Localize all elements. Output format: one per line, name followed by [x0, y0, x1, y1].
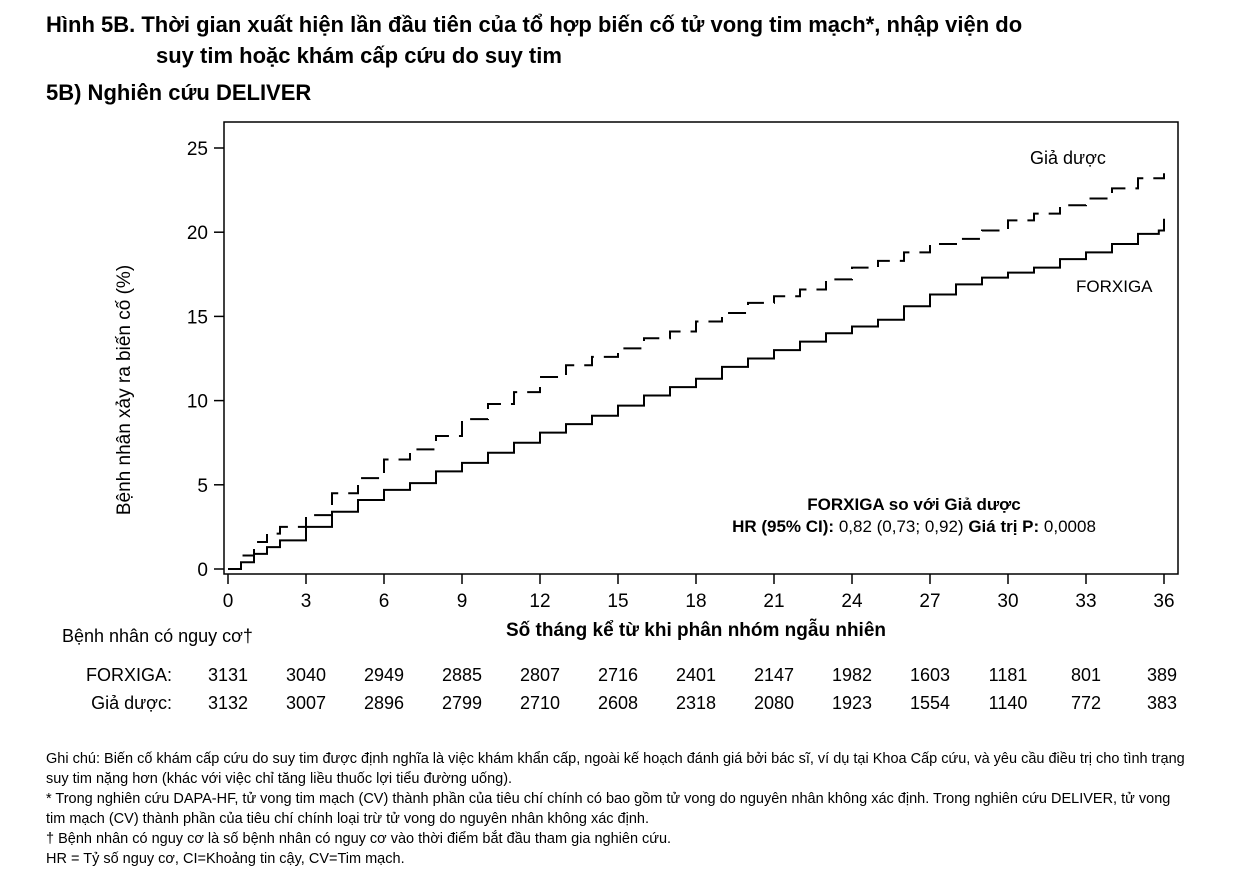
hr-annotation-line: HR (95% CI): 0,82 (0,73; 0,92) Giá trị P… — [732, 517, 1096, 536]
x-axis: 0 3 6 9 12 15 18 21 24 27 30 33 36 — [223, 574, 1175, 612]
footnote-1: Ghi chú: Biến cố khám cấp cứu do suy tim… — [46, 751, 1185, 787]
risk-cell: 801 — [1070, 665, 1102, 685]
y-tick-label-15: 15 — [187, 307, 208, 328]
y-tick-label-5: 5 — [197, 476, 208, 497]
hr-annotation-title: FORXIGA so với Giả dược — [807, 495, 1020, 514]
figure-subtitle: 5B) Nghiên cứu DELIVER — [46, 80, 312, 105]
legend-label-forxiga: FORXIGA — [1076, 277, 1153, 296]
footnote-3: † Bệnh nhân có nguy cơ là số bệnh nhân c… — [46, 831, 672, 847]
y-tick-label-10: 10 — [187, 392, 208, 413]
x-tick-label-33: 33 — [1075, 591, 1096, 612]
figure-title-line2: suy tim hoặc khám cấp cứu do suy tim — [156, 43, 562, 68]
x-tick-label-36: 36 — [1153, 591, 1174, 612]
risk-cell: 2608 — [597, 693, 639, 713]
x-tick-label-24: 24 — [841, 591, 863, 612]
p-value: 0,0008 — [1044, 517, 1096, 536]
risk-cell: 2710 — [519, 693, 561, 713]
y-tick-label-0: 0 — [197, 560, 208, 581]
risk-cell: 2147 — [753, 665, 795, 685]
series-line-forxiga — [228, 218, 1165, 570]
x-tick-label-30: 30 — [997, 591, 1018, 612]
risk-cell: 2716 — [597, 665, 639, 685]
risk-cell: 1982 — [831, 665, 873, 685]
risk-cell: 2318 — [675, 693, 717, 713]
p-label: Giá trị P: — [968, 517, 1039, 536]
x-axis-label: Số tháng kể từ khi phân nhóm ngẫu nhiên — [506, 619, 886, 641]
risk-row-label-placebo: Giả dược: — [91, 693, 172, 713]
risk-cell: 2080 — [753, 693, 795, 713]
series-line-placebo — [228, 173, 1165, 570]
hr-value: 0,82 (0,73; 0,92) — [839, 517, 964, 536]
y-tick-label-20: 20 — [187, 223, 208, 244]
legend-label-placebo: Giả dược — [1030, 148, 1106, 168]
risk-table-header: Bệnh nhân có nguy cơ† — [62, 626, 253, 646]
x-tick-label-12: 12 — [529, 591, 550, 612]
risk-cell: 2896 — [363, 693, 405, 713]
figure-title-line1: Hình 5B. Thời gian xuất hiện lần đầu tiê… — [46, 12, 1023, 37]
x-tick-label-3: 3 — [301, 591, 312, 612]
risk-cell: 3131 — [207, 665, 249, 685]
x-tick-label-27: 27 — [919, 591, 940, 612]
x-tick-label-9: 9 — [457, 591, 468, 612]
risk-cell: 3132 — [207, 693, 249, 713]
risk-cell: 389 — [1146, 665, 1178, 685]
risk-cell: 2885 — [441, 665, 483, 685]
risk-cell: 2401 — [675, 665, 717, 685]
footnote-4: HR = Tỷ số nguy cơ, CI=Khoảng tin cậy, C… — [46, 851, 405, 867]
risk-cell: 1923 — [831, 693, 873, 713]
footnote-2: * Trong nghiên cứu DAPA-HF, tử vong tim … — [46, 791, 1171, 827]
risk-cell: 2799 — [441, 693, 483, 713]
risk-row-label-forxiga: FORXIGA: — [85, 665, 172, 685]
footnotes: Ghi chú: Biến cố khám cấp cứu do suy tim… — [46, 749, 1186, 869]
risk-cell: 1140 — [988, 693, 1028, 713]
risk-cell: 2949 — [363, 665, 405, 685]
hr-label: HR (95% CI): — [732, 517, 834, 536]
x-tick-label-18: 18 — [685, 591, 706, 612]
plot-frame — [223, 121, 1179, 575]
y-tick-label-25: 25 — [187, 139, 208, 160]
risk-cell: 383 — [1146, 693, 1178, 713]
risk-cell: 3007 — [285, 693, 327, 713]
risk-cell: 772 — [1070, 693, 1102, 713]
x-tick-label-6: 6 — [379, 591, 390, 612]
x-tick-label-15: 15 — [607, 591, 628, 612]
risk-cell: 3040 — [285, 665, 327, 685]
risk-cell: 1181 — [988, 665, 1028, 685]
risk-cell: 2807 — [519, 665, 561, 685]
series-layer — [228, 173, 1165, 570]
x-tick-label-0: 0 — [223, 591, 234, 612]
risk-cell: 1554 — [909, 693, 951, 713]
risk-cell: 1603 — [909, 665, 951, 685]
y-axis: 0 5 10 15 20 25 — [187, 139, 224, 581]
y-axis-label: Bệnh nhân xảy ra biến cố (%) — [114, 265, 135, 515]
x-tick-label-21: 21 — [763, 591, 784, 612]
